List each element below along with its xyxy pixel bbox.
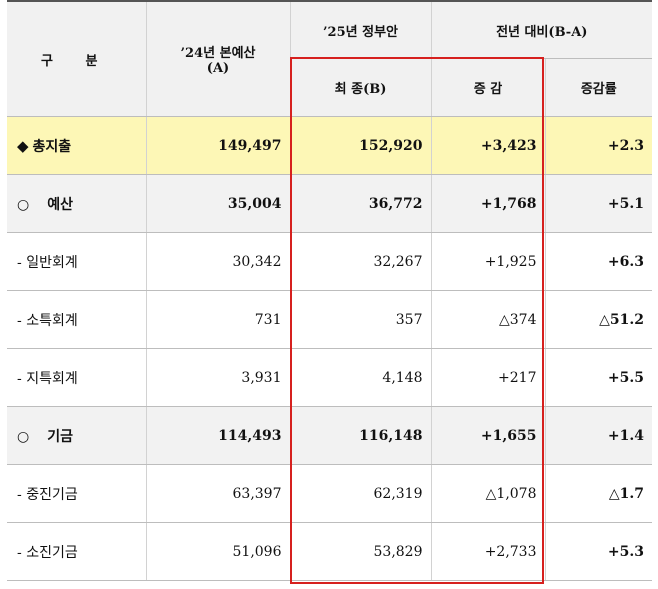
header-rate: 증감률 <box>545 58 653 117</box>
header-row-1: 구 분 ’24년 본예산 (A) ’25년 정부안 전년 대비(B-A) <box>7 0 653 117</box>
table-row: ◆ 총지출 149,497 152,920 +3,423 +2.3 <box>7 116 653 175</box>
header-2024: ’24년 본예산 (A) <box>146 0 291 117</box>
header-row-2: 최 종(B) 증 감 증감률 <box>7 58 653 117</box>
header-diff: 전년 대비(B-A) <box>431 0 653 59</box>
header-2025: ’25년 정부안 <box>290 0 432 59</box>
table-row: - 일반회계 30,342 32,267 +1,925 +6.3 <box>7 232 653 291</box>
circle-icon: ○ <box>17 196 30 213</box>
header-gubun: 구 분 <box>7 0 147 117</box>
budget-table: 구 분 ’24년 본예산 (A) ’25년 정부안 전년 대비(B-A) 최 종… <box>7 0 653 581</box>
table-row: ○ 예산 35,004 36,772 +1,768 +5.1 <box>7 174 653 233</box>
table-row: - 소특회계 731 357 △374 △51.2 <box>7 290 653 349</box>
table-row: - 소진기금 51,096 53,829 +2,733 +5.3 <box>7 522 653 581</box>
header-final: 최 종(B) <box>290 58 432 117</box>
circle-icon: ○ <box>17 428 30 445</box>
table-row: - 중진기금 63,397 62,319 △1,078 △1.7 <box>7 464 653 523</box>
table-row: ○ 기금 114,493 116,148 +1,655 +1.4 <box>7 406 653 465</box>
header-change: 증 감 <box>431 58 546 117</box>
diamond-icon: ◆ <box>17 136 29 155</box>
table-row: - 지특회계 3,931 4,148 +217 +5.5 <box>7 348 653 407</box>
